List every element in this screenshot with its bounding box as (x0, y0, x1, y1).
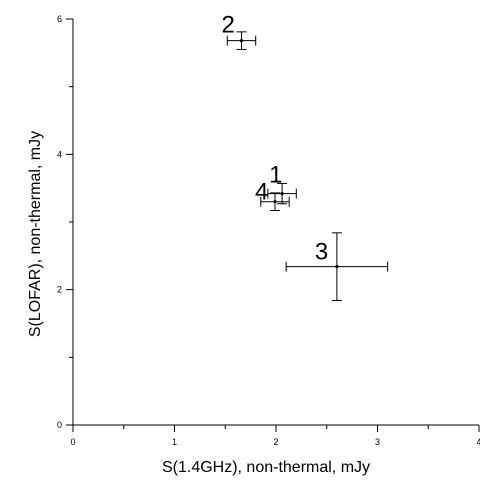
data-point-4: 4 (255, 179, 290, 211)
y-axis-title: S(LOFAR), non-thermal, mJy (27, 131, 44, 337)
x-tick-label: 4 (476, 437, 480, 447)
y-tick-label: 2 (57, 285, 62, 295)
data-point-3: 3 (285, 232, 389, 301)
data-points: 2 14 3 (221, 12, 389, 301)
x-tick-label: 1 (172, 437, 177, 447)
x-axis-ticks: 0 1 2 3 4 (70, 425, 480, 447)
point-label: 2 (221, 12, 234, 39)
point-label: 1 (269, 162, 282, 189)
point-marker (335, 265, 339, 269)
axes: 0 1 2 3 4 0 2 4 6 (57, 14, 480, 447)
y-axis-ticks: 0 2 4 6 (57, 14, 73, 430)
x-tick-label: 3 (375, 437, 380, 447)
point-label: 4 (255, 179, 268, 206)
point-label: 3 (315, 239, 328, 266)
point-marker (280, 191, 284, 196)
y-tick-label: 0 (57, 420, 62, 430)
point-marker (239, 39, 244, 43)
y-tick-label: 4 (57, 149, 62, 159)
x-tick-label: 0 (70, 437, 75, 447)
x-tick-label: 2 (273, 437, 278, 447)
data-point-1: 1 (267, 162, 297, 205)
point-marker (273, 200, 277, 204)
x-axis-title: S(1.4GHz), non-thermal, mJy (162, 459, 370, 476)
data-point-2: 2 (221, 12, 257, 50)
y-tick-label: 6 (57, 14, 62, 24)
